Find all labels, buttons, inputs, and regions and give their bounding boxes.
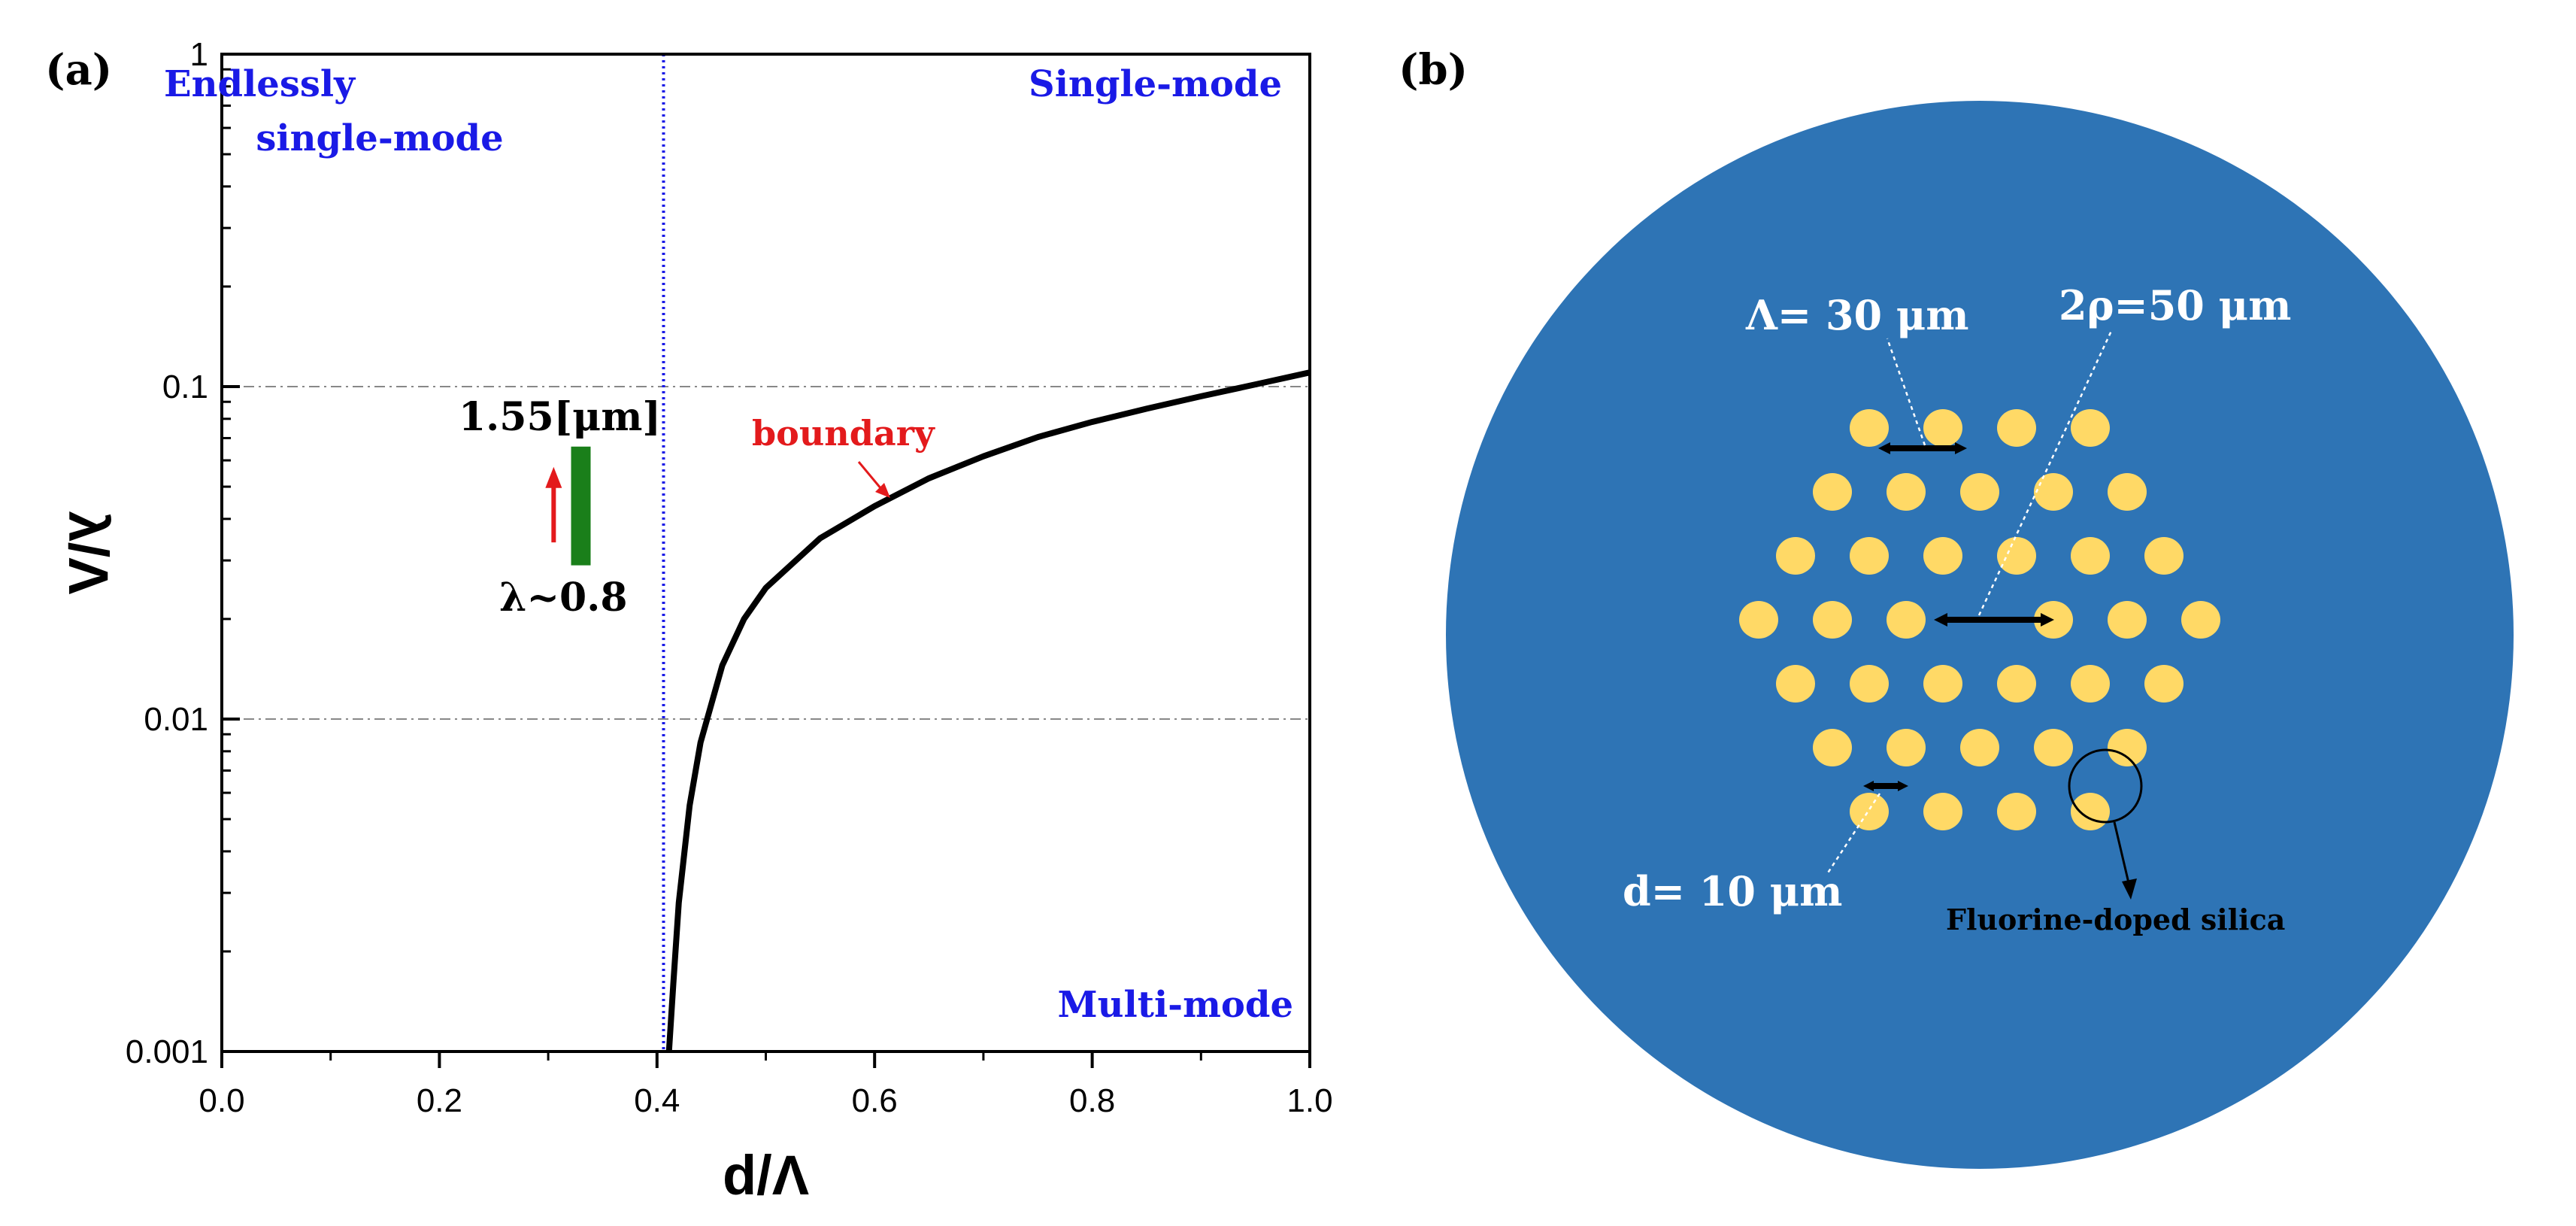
hole-arrowhead-right	[1898, 781, 1908, 791]
upper-wavelength-label: 1.55[μm]	[459, 394, 661, 440]
air-hole	[2144, 537, 2184, 575]
x-tick-label: 0.8	[1069, 1082, 1115, 1119]
lower-wavelength-label: λ~0.8	[499, 575, 628, 621]
air-hole	[1997, 537, 2036, 575]
air-hole	[1923, 665, 1962, 703]
hole-leader	[1826, 793, 1881, 875]
boundary-label: boundary	[752, 413, 935, 454]
air-hole	[2071, 409, 2110, 447]
air-hole	[1960, 729, 1999, 766]
core-arrowhead-left	[1934, 613, 1947, 627]
endlessly-label-line1: Endlessly	[164, 63, 356, 105]
boundary-curve	[665, 369, 1311, 1052]
air-hole	[1850, 665, 1889, 703]
air-hole	[2108, 601, 2147, 639]
hole-arrowhead-left	[1863, 781, 1874, 791]
fiber-cladding	[1446, 101, 2514, 1169]
air-hole	[1997, 793, 2036, 830]
air-hole	[1887, 729, 1926, 766]
air-hole	[2108, 473, 2147, 511]
fiber-panel: (b) Λ= 30 μm 2ρ=50 μm d= 10 μm Fluorine-…	[1399, 45, 2514, 1169]
single-mode-label: Single-mode	[1029, 63, 1282, 105]
x-tick-label: 0.4	[634, 1082, 680, 1119]
panel-label-a: (a)	[45, 45, 112, 95]
hole-label: d= 10 μm	[1623, 867, 1842, 915]
material-callout-line	[2113, 821, 2131, 887]
air-hole	[1813, 729, 1852, 766]
air-hole	[2034, 729, 2073, 766]
axis-ticks: 0.001 0.01 0.1 1 0.0 0.2 0.4 0.6 0.8 1.0	[126, 36, 1333, 1119]
multi-mode-label: Multi-mode	[1058, 984, 1294, 1026]
air-hole	[1813, 601, 1852, 639]
endlessly-label-line2: single-mode	[256, 117, 503, 159]
core-arrowhead-right	[2041, 613, 2054, 627]
x-tick-label: 0.0	[199, 1082, 244, 1119]
air-hole	[1923, 537, 1962, 575]
air-hole	[2034, 473, 2073, 511]
boundary-pointer-head	[875, 483, 890, 498]
boundary-pointer-line	[857, 461, 883, 490]
wavelength-arrow-head	[545, 466, 562, 488]
air-hole	[1923, 409, 1962, 447]
air-hole	[1997, 665, 2036, 703]
core-label: 2ρ=50 μm	[2059, 281, 2291, 329]
air-hole	[2071, 665, 2110, 703]
air-hole	[1850, 409, 1889, 447]
x-tick-label: 0.6	[852, 1082, 898, 1119]
air-hole	[1776, 537, 1815, 575]
air-hole	[2144, 665, 2184, 703]
air-hole	[2071, 793, 2110, 830]
pitch-arrowhead-left	[1878, 442, 1890, 454]
air-hole	[1887, 473, 1926, 511]
y-axis-title: λ/Λ	[57, 511, 120, 594]
air-hole	[1850, 793, 1889, 830]
pitch-label: Λ= 30 μm	[1745, 291, 1969, 339]
air-hole	[1997, 409, 2036, 447]
material-callout-circle	[2068, 748, 2143, 824]
air-hole	[1850, 537, 1889, 575]
x-tick-label: 0.2	[417, 1082, 462, 1119]
series-layer	[662, 54, 1311, 1052]
air-hole	[2071, 537, 2110, 575]
x-axis-title: d/Λ	[723, 1144, 809, 1206]
plot-frame	[220, 53, 1311, 1053]
material-label: Fluorine-doped silica	[1946, 903, 2285, 936]
air-hole	[1813, 473, 1852, 511]
air-hole	[1923, 793, 1962, 830]
air-hole	[2108, 729, 2147, 766]
y-tick-label: 0.01	[144, 701, 208, 738]
pitch-arrowhead-right	[1955, 442, 1967, 454]
air-hole	[1887, 601, 1926, 639]
air-hole	[2181, 601, 2220, 639]
air-hole	[1960, 473, 1999, 511]
marks-layer	[545, 446, 890, 566]
wavelength-range-bar	[571, 446, 591, 566]
air-hole	[1739, 601, 1778, 639]
x-tick-label: 1.0	[1286, 1082, 1332, 1119]
y-tick-label: 1	[190, 36, 208, 73]
y-tick-label: 0.001	[126, 1033, 208, 1070]
y-tick-label: 0.1	[162, 369, 208, 405]
material-callout-arrowhead	[2122, 879, 2137, 900]
air-hole-lattice	[1739, 409, 2220, 830]
air-hole	[1776, 665, 1815, 703]
panel-label-b: (b)	[1399, 45, 1468, 95]
